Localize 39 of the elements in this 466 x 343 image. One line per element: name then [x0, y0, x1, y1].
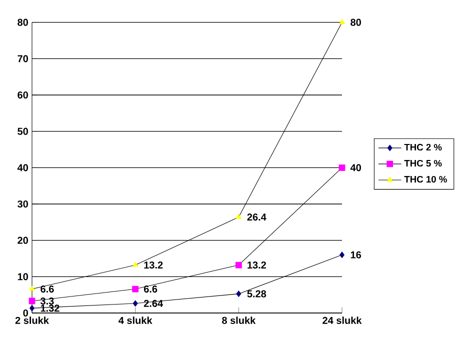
- x-tick-label: 8 slukk: [222, 316, 256, 324]
- data-label: 2.64: [144, 300, 164, 307]
- data-label: 3.3: [40, 297, 54, 305]
- point: [339, 19, 345, 24]
- x-tick-label: 2 slukk: [15, 316, 49, 324]
- y-tick-label: 60: [18, 91, 28, 99]
- y-tick-label: 70: [18, 55, 28, 62]
- legend-label: THC 10 %: [404, 176, 447, 183]
- y-tick-label: 80: [18, 18, 28, 26]
- legend-label: THC 2 %: [404, 144, 442, 151]
- data-label: 6.6: [40, 285, 54, 293]
- point: [132, 286, 139, 292]
- data-label: 26.4: [247, 214, 266, 221]
- y-tick-label: 20: [18, 236, 28, 244]
- point: [28, 298, 36, 304]
- y-tick-label: 30: [18, 200, 28, 208]
- point: [132, 262, 138, 267]
- y-tick-label: 40: [17, 164, 28, 172]
- point: [132, 300, 138, 307]
- data-label: 40: [350, 164, 361, 172]
- point: [235, 262, 242, 268]
- y-tick-label: 10: [18, 273, 28, 280]
- y-tick-label: 50: [18, 128, 28, 135]
- data-label: 13.2: [144, 261, 163, 269]
- data-label: 5.28: [247, 290, 266, 298]
- point: [236, 290, 242, 298]
- point: [338, 164, 346, 171]
- data-label: 13.2: [248, 261, 266, 269]
- data-label: 80: [350, 18, 361, 26]
- y-tick-label: 0: [23, 309, 28, 317]
- point: [236, 214, 242, 219]
- legend-label: THC 5 %: [404, 160, 442, 167]
- data-label: 16: [350, 251, 362, 258]
- x-tick-label: 4 slukk: [118, 316, 152, 324]
- x-tick-label: 24 slukk: [322, 316, 362, 324]
- data-label: 6.6: [144, 285, 158, 293]
- point: [29, 286, 35, 291]
- point: [30, 305, 34, 312]
- point: [340, 252, 344, 258]
